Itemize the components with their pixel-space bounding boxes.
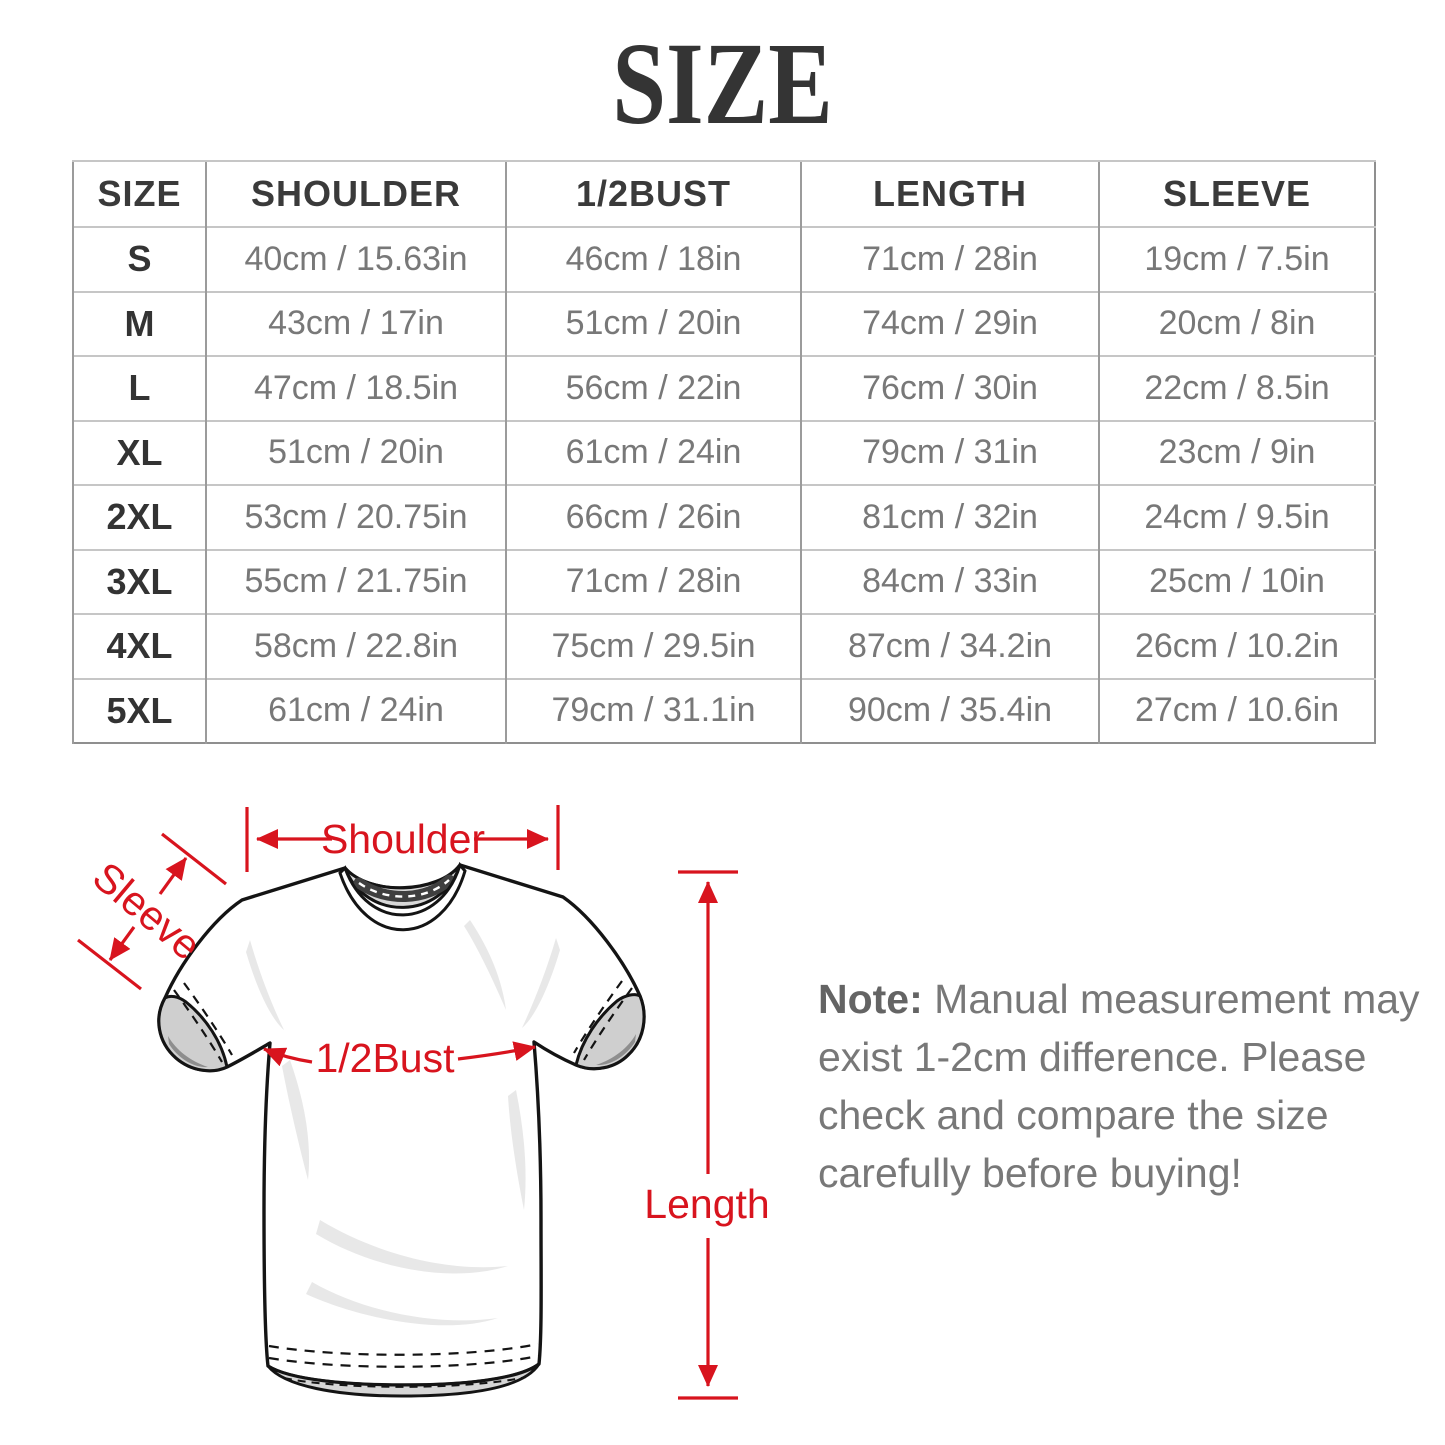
value-cell: 61cm / 24in xyxy=(505,419,801,485)
value-cell: 43cm / 17in xyxy=(205,290,506,356)
hem-stitch-2 xyxy=(268,1354,539,1368)
table-row: XL 51cm / 20in 61cm / 24in 79cm / 31in 23cm … xyxy=(72,419,1375,485)
bust-arrow-left xyxy=(263,1047,313,1067)
value-cell: 87cm / 34.2in xyxy=(800,613,1099,679)
size-cell: S xyxy=(72,226,206,292)
tshirt-wrinkles xyxy=(246,920,560,1326)
value-cell: 53cm / 20.75in xyxy=(205,484,506,550)
table-row: 4XL 58cm / 22.8in 75cm / 29.5in 87cm / 34.2… xyxy=(72,613,1375,679)
sleeve-tick-bottom xyxy=(77,938,142,991)
value-cell: 23cm / 9in xyxy=(1098,419,1375,485)
left-cuff-stitch-2 xyxy=(183,982,233,1056)
hem-underside xyxy=(266,1362,541,1398)
sleeve-arrow-down xyxy=(108,926,136,961)
size-table-header: SIZE SHOULDER 1/2BUST LENGTH SLEEVE xyxy=(72,160,1375,227)
size-cell: XL xyxy=(72,419,206,485)
note-line-4: carefully before buying! xyxy=(818,1150,1242,1196)
bust-arrow-right xyxy=(457,1041,536,1061)
page-title: SIZE xyxy=(612,18,833,149)
value-cell: 46cm / 18in xyxy=(505,226,801,292)
value-cell: 84cm / 33in xyxy=(800,548,1099,614)
note-label: Note: xyxy=(818,976,923,1022)
hem-underside-stitch xyxy=(283,1376,527,1388)
shoulder-label: Shoulder xyxy=(321,816,485,862)
collar-rib xyxy=(338,861,467,932)
note-line-3: check and compare the size xyxy=(818,1092,1329,1138)
table-row: M 43cm / 17in 51cm / 20in 74cm / 29in 20cm /… xyxy=(72,290,1375,356)
size-cell: L xyxy=(72,355,206,421)
size-cell: 2XL xyxy=(72,484,206,550)
size-cell: 3XL xyxy=(72,548,206,614)
sleeve-arrow-up xyxy=(158,857,188,895)
value-cell: 71cm / 28in xyxy=(505,548,801,614)
value-cell: 74cm / 29in xyxy=(800,290,1099,356)
header-shoulder: SHOULDER xyxy=(205,160,506,227)
size-cell: M xyxy=(72,290,206,356)
left-cuff-shadow xyxy=(168,1036,208,1068)
right-cuff-stitch xyxy=(583,987,633,1061)
size-table-body: S 40cm / 15.63in 46cm / 18in 71cm / 28in 19c… xyxy=(72,226,1375,743)
value-cell: 56cm / 22in xyxy=(505,355,801,421)
table-row: 3XL 55cm / 21.75in 71cm / 28in 84cm / 33in 2… xyxy=(72,548,1375,614)
value-cell: 51cm / 20in xyxy=(505,290,801,356)
right-cuff-stitch-2 xyxy=(573,980,623,1054)
value-cell: 27cm / 10.6in xyxy=(1098,677,1375,743)
note-line-1: Note: Manual measurement may xyxy=(818,976,1420,1022)
tshirt-drawing xyxy=(157,861,646,1398)
value-cell: 47cm / 18.5in xyxy=(205,355,506,421)
value-cell: 19cm / 7.5in xyxy=(1098,226,1375,292)
value-cell: 71cm / 28in xyxy=(800,226,1099,292)
tshirt-diagram: Shoulder Sleeve 1/2Bust Length xyxy=(50,790,780,1440)
sleeve-label: Sleeve xyxy=(84,853,210,969)
value-cell: 20cm / 8in xyxy=(1098,290,1375,356)
collar-tape xyxy=(353,874,455,903)
note-text: Note: Manual measurement may exist 1-2cm… xyxy=(818,970,1420,1202)
hem-stitch-1 xyxy=(268,1342,539,1356)
value-cell: 40cm / 15.63in xyxy=(205,226,506,292)
header-size: SIZE xyxy=(72,160,206,227)
value-cell: 79cm / 31.1in xyxy=(505,677,801,743)
value-cell: 22cm / 8.5in xyxy=(1098,355,1375,421)
header-sleeve: SLEEVE xyxy=(1098,160,1375,227)
size-table: SIZE SHOULDER 1/2BUST LENGTH SLEEVE S 40c… xyxy=(72,160,1376,744)
value-cell: 25cm / 10in xyxy=(1098,548,1375,614)
header-length: LENGTH xyxy=(800,160,1099,227)
value-cell: 66cm / 26in xyxy=(505,484,801,550)
length-label: Length xyxy=(644,1181,769,1227)
value-cell: 24cm / 9.5in xyxy=(1098,484,1375,550)
value-cell: 75cm / 29.5in xyxy=(505,613,801,679)
value-cell: 76cm / 30in xyxy=(800,355,1099,421)
table-row: L 47cm / 18.5in 56cm / 22in 76cm / 30in 22cm… xyxy=(72,355,1375,421)
value-cell: 81cm / 32in xyxy=(800,484,1099,550)
header-row: SIZE SHOULDER 1/2BUST LENGTH SLEEVE xyxy=(72,160,1375,227)
value-cell: 79cm / 31in xyxy=(800,419,1099,485)
left-cuff-stitch xyxy=(173,989,223,1063)
tshirt-body xyxy=(157,863,646,1387)
value-cell: 61cm / 24in xyxy=(205,677,506,743)
tshirt-diagram-svg: Shoulder Sleeve 1/2Bust Length xyxy=(77,805,770,1400)
size-cell: 5XL xyxy=(72,677,206,743)
sleeve-tick-top xyxy=(161,832,227,886)
value-cell: 26cm / 10.2in xyxy=(1098,613,1375,679)
table-row: S 40cm / 15.63in 46cm / 18in 71cm / 28in 19c… xyxy=(72,226,1375,292)
bust-label: 1/2Bust xyxy=(315,1035,455,1081)
value-cell: 90cm / 35.4in xyxy=(800,677,1099,743)
measurement-annotations xyxy=(77,805,738,1400)
value-cell: 58cm / 22.8in xyxy=(205,613,506,679)
right-cuff-shadow xyxy=(596,1034,636,1066)
header-bust: 1/2BUST xyxy=(505,160,801,227)
size-cell: 4XL xyxy=(72,613,206,679)
note-line-2: exist 1-2cm difference. Please xyxy=(818,1034,1367,1080)
value-cell: 55cm / 21.75in xyxy=(205,548,506,614)
value-cell: 51cm / 20in xyxy=(205,419,506,485)
table-row: 2XL 53cm / 20.75in 66cm / 26in 81cm / 32in 2… xyxy=(72,484,1375,550)
table-row: 5XL 61cm / 24in 79cm / 31.1in 90cm / 35.4in… xyxy=(72,677,1375,743)
